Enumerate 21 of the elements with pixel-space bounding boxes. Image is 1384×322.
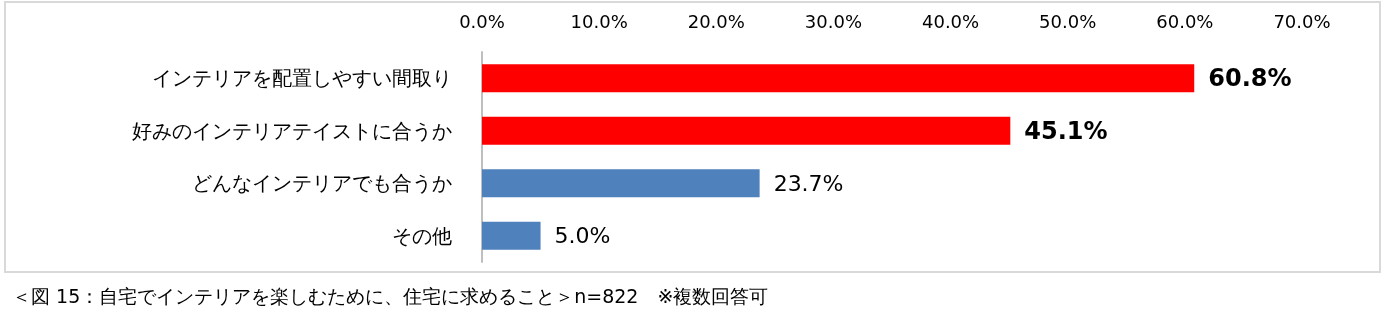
x-tick-label: 50.0% — [1039, 10, 1097, 32]
data-label: 5.0% — [554, 223, 611, 249]
y-tick-label: どんなインテリアでも合うか — [192, 171, 452, 196]
data-label: 45.1% — [1024, 116, 1108, 145]
data-label: 23.7% — [773, 170, 844, 196]
x-tick-label: 10.0% — [570, 10, 628, 32]
data-label: 60.8% — [1208, 64, 1292, 93]
x-tick-label: 30.0% — [804, 10, 863, 32]
x-tick-label: 60.0% — [1156, 10, 1214, 32]
x-tick-label: 70.0% — [1273, 10, 1331, 32]
bar — [482, 221, 541, 250]
text: ＜図 15：自宅でインテリアを楽しむために、住宅に求めること＞n=822 ※複数回答可 — [12, 284, 769, 307]
x-tick-label: 40.0% — [921, 10, 980, 32]
x-tick-label: 0.0% — [459, 10, 505, 32]
y-tick-label: インテリアを配置しやすい間取り — [152, 66, 452, 91]
y-tick-label: 好みのインテリアテイストに合うか — [132, 118, 452, 143]
bar — [482, 116, 1011, 145]
x-tick-label: 20.0% — [687, 10, 745, 32]
bar — [482, 169, 760, 198]
y-tick-label: その他 — [392, 223, 452, 248]
bar — [482, 64, 1195, 93]
